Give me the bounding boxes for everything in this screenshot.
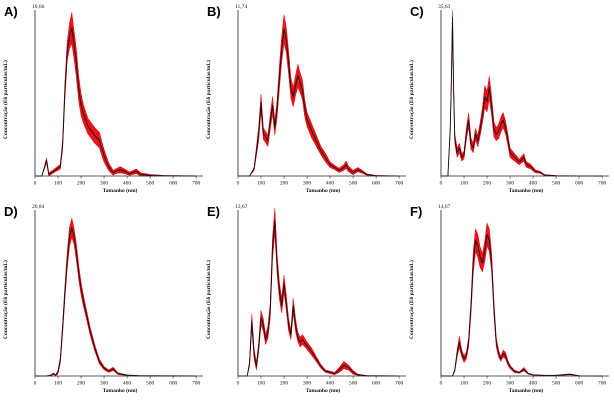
x-tick-label: 400 bbox=[123, 381, 132, 387]
x-tick-label: 600 bbox=[575, 181, 584, 187]
x-tick-label: 400 bbox=[529, 381, 538, 387]
x-tick-label: 200 bbox=[280, 381, 289, 387]
chart-panel-c: 0 100 200 300 400 500 600 700 C) 35,63 Concentr… bbox=[408, 0, 612, 200]
x-tick-label: 400 bbox=[326, 181, 335, 187]
x-tick-label: 100 bbox=[54, 181, 63, 187]
mean-line bbox=[35, 27, 197, 177]
plot-area-e: 0 100 200 300 400 500 600 700 bbox=[237, 208, 406, 387]
x-tick-label: 200 bbox=[483, 381, 492, 387]
confidence-band bbox=[440, 222, 603, 377]
x-tick-label: 500 bbox=[349, 181, 358, 187]
x-tick-label: 300 bbox=[506, 381, 514, 387]
x-tick-label: 500 bbox=[146, 381, 155, 387]
plot-area-d: 0 100 200 300 400 500 600 700 bbox=[34, 210, 203, 387]
x-tick-label: 100 bbox=[257, 181, 266, 187]
x-axis-label: Tamanho (nm) bbox=[305, 388, 341, 394]
x-tick-label: 600 bbox=[372, 381, 381, 387]
x-tick-label: 100 bbox=[460, 381, 469, 387]
x-tick-label: 700 bbox=[192, 381, 201, 387]
x-tick-label: 0 bbox=[34, 381, 37, 387]
x-tick-label: 700 bbox=[192, 181, 201, 187]
x-tick-label: 600 bbox=[169, 181, 178, 187]
x-tick-label: 700 bbox=[598, 381, 607, 387]
mean-line bbox=[35, 227, 197, 377]
x-tick-label: 300 bbox=[100, 181, 109, 187]
y-axis-label: Concentração (E6 partículas/mL) bbox=[206, 260, 212, 340]
x-tick-label: 500 bbox=[552, 381, 561, 387]
y-axis-label: Concentração (E6 partículas/mL) bbox=[409, 60, 415, 140]
plot-area-c: 0 100 200 300 400 500 600 700 bbox=[440, 10, 609, 187]
confidence-band bbox=[34, 217, 197, 377]
x-tick-label: 500 bbox=[146, 181, 155, 187]
y-max-label: 14,67 bbox=[438, 204, 451, 210]
x-tick-label: 500 bbox=[349, 381, 358, 387]
x-tick-label: 700 bbox=[395, 381, 404, 387]
x-tick-label: 200 bbox=[280, 181, 289, 187]
x-axis-label: Tamanho (nm) bbox=[102, 188, 138, 194]
confidence-band bbox=[237, 208, 400, 377]
x-axis-label: Tamanho (nm) bbox=[305, 188, 341, 194]
x-tick-label: 600 bbox=[372, 181, 381, 187]
y-max-label: 20,84 bbox=[32, 204, 45, 210]
panel-label: F) bbox=[410, 204, 423, 219]
chart-panel-d: 0 100 200 300 400 500 600 700 D) 20,84 Concentr… bbox=[2, 200, 206, 400]
panel-label: D) bbox=[4, 204, 18, 219]
x-tick-label: 300 bbox=[303, 181, 312, 187]
plot-area-b: 0 100 200 300 400 500 600 700 bbox=[237, 10, 406, 187]
confidence-band bbox=[34, 12, 197, 177]
x-tick-label: 0 bbox=[34, 181, 37, 187]
x-tick-label: 0 bbox=[237, 181, 240, 187]
mean-line bbox=[238, 28, 400, 177]
x-axis-label: Tamanho (nm) bbox=[508, 188, 544, 194]
y-axis-label: Concentração (E6 partículas/mL) bbox=[206, 60, 212, 140]
y-axis-label: Concentração (E6 partículas/mL) bbox=[409, 260, 415, 340]
plot-area-a: 0 100 200 300 400 500 600 700 bbox=[34, 10, 203, 187]
x-tick-label: 0 bbox=[237, 381, 240, 387]
panel-label: E) bbox=[207, 204, 220, 219]
x-tick-label: 100 bbox=[54, 381, 63, 387]
chart-panel-b: 0 100 200 300 400 500 600 700 B) 11,74 Concentr… bbox=[205, 0, 409, 200]
y-max-label: 11,74 bbox=[235, 4, 248, 10]
x-tick-label: 0 bbox=[440, 381, 443, 387]
x-tick-label: 200 bbox=[77, 181, 86, 187]
x-tick-label: 400 bbox=[123, 181, 132, 187]
y-max-label: 13,67 bbox=[235, 204, 248, 210]
x-axis-label: Tamanho (nm) bbox=[508, 388, 544, 394]
mean-line bbox=[441, 17, 603, 177]
x-tick-label: 700 bbox=[395, 181, 404, 187]
x-tick-label: 400 bbox=[529, 181, 538, 187]
panel-label: A) bbox=[4, 4, 18, 19]
x-tick-label: 100 bbox=[257, 381, 266, 387]
y-axis-label: Concentração (E6 partículas/mL) bbox=[3, 60, 9, 140]
chart-panel-f: 0 100 200 300 400 500 600 700 F) 14,67 Concentr… bbox=[408, 200, 612, 400]
x-tick-label: 0 bbox=[440, 181, 443, 187]
x-tick-label: 200 bbox=[483, 181, 492, 187]
chart-panel-e: 0 100 200 300 400 500 600 700 E) 13,67 Concentr… bbox=[205, 200, 409, 400]
x-tick-label: 500 bbox=[552, 181, 561, 187]
x-tick-label: 300 bbox=[303, 381, 312, 387]
y-max-label: 35,63 bbox=[438, 4, 451, 10]
x-tick-label: 400 bbox=[326, 381, 335, 387]
x-tick-label: 600 bbox=[169, 381, 178, 387]
y-max-label: 10,66 bbox=[32, 4, 45, 10]
y-axis-label: Concentração (E6 partículas/mL) bbox=[3, 260, 9, 340]
x-tick-label: 600 bbox=[575, 381, 584, 387]
panel-label: B) bbox=[207, 4, 221, 19]
confidence-band bbox=[237, 14, 400, 177]
x-tick-label: 300 bbox=[506, 181, 514, 187]
mean-line bbox=[441, 234, 603, 377]
chart-panel-a: 0 100 200 300 400 500 600 700 A) 10,66 Concentr… bbox=[2, 0, 206, 200]
x-tick-label: 100 bbox=[460, 181, 469, 187]
x-tick-label: 700 bbox=[598, 181, 607, 187]
panel-label: C) bbox=[410, 4, 424, 19]
mean-line bbox=[238, 220, 400, 377]
plot-area-f: 0 100 200 300 400 500 600 700 bbox=[440, 210, 609, 387]
confidence-band bbox=[440, 10, 603, 177]
x-axis-label: Tamanho (nm) bbox=[102, 388, 138, 394]
x-tick-label: 300 bbox=[100, 381, 109, 387]
x-tick-label: 200 bbox=[77, 381, 86, 387]
